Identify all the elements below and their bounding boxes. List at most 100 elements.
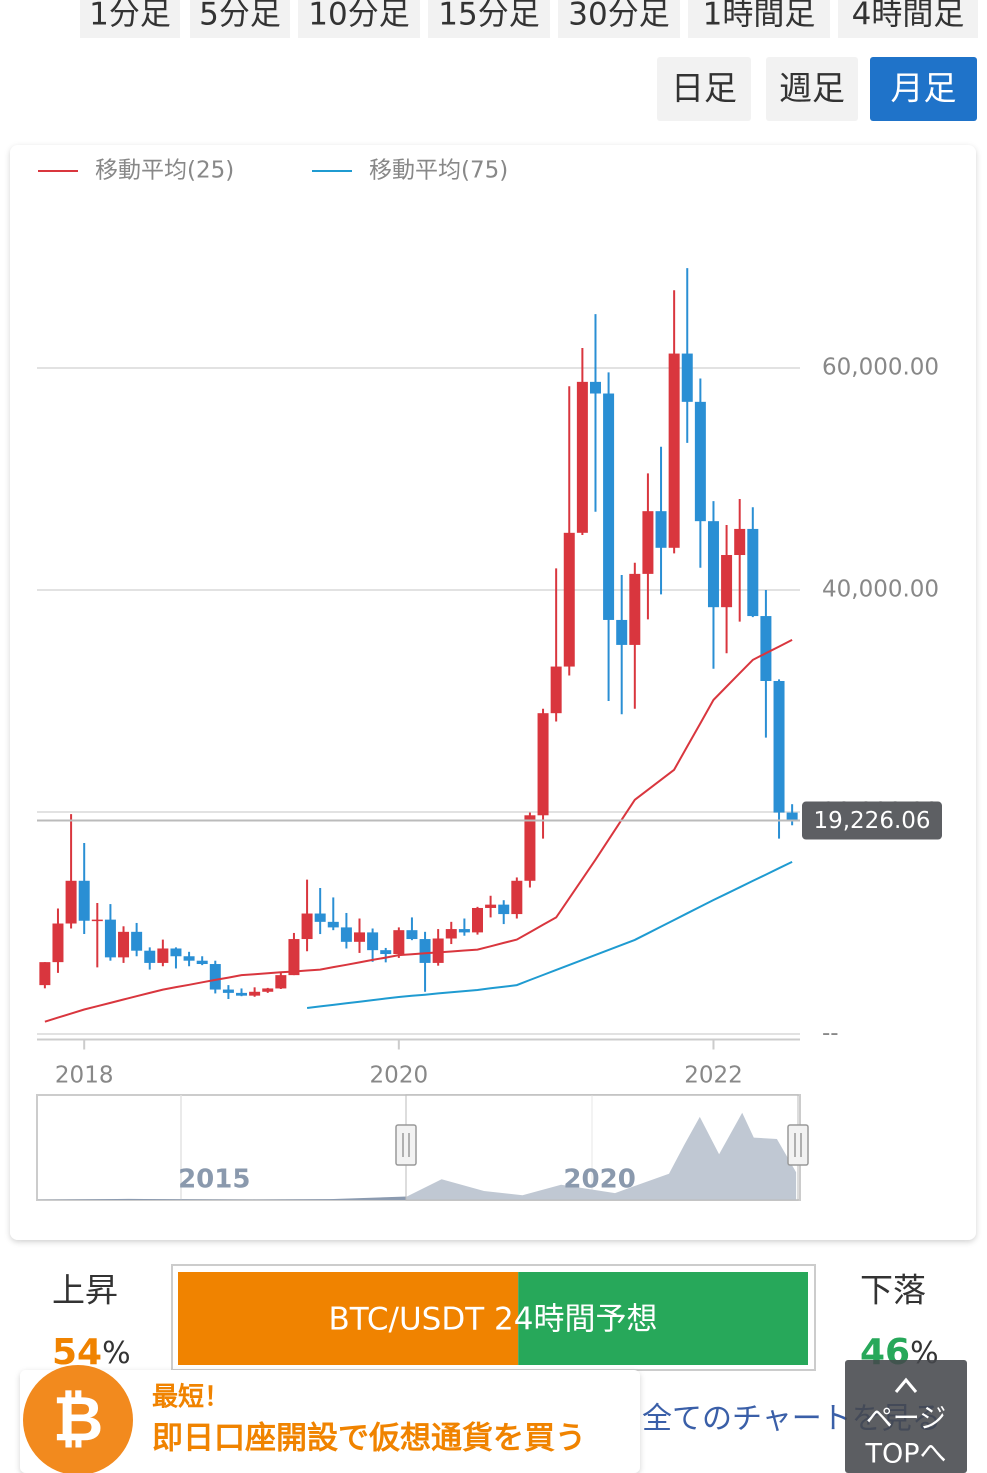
price-label: 19,226.06 — [813, 808, 930, 834]
candle-body — [52, 923, 64, 963]
x-tick-label: 2022 — [684, 1063, 743, 1089]
timeframe-label[interactable]: 15分足 — [438, 0, 539, 33]
candle-body — [629, 573, 641, 645]
timeframe-button[interactable] — [190, 0, 290, 38]
candle-body — [393, 930, 405, 955]
candle-body — [419, 939, 431, 963]
candle-body — [471, 907, 483, 933]
candle-body — [458, 929, 470, 933]
timeframe-button[interactable] — [688, 0, 830, 38]
candle-body — [170, 948, 182, 957]
candle-body — [511, 880, 523, 915]
candle-body — [694, 401, 706, 522]
candle-body — [721, 555, 733, 608]
timeframe-button[interactable] — [558, 0, 680, 38]
navigator-selection — [405, 1094, 799, 1201]
candle-body — [288, 939, 300, 976]
legend-label: 移動平均(25) — [95, 158, 234, 184]
timeframe-button[interactable] — [657, 57, 751, 121]
candle-body — [196, 960, 208, 965]
timeframe-label[interactable]: 週足 — [779, 69, 845, 108]
navigator-tick-label: 2015 — [178, 1165, 250, 1195]
candle-body — [380, 950, 392, 955]
y-tick-label: 60,000.00 — [822, 354, 939, 380]
candle-body — [576, 381, 588, 533]
candle-body — [301, 913, 313, 940]
candle-body — [249, 991, 261, 996]
timeframe-label[interactable]: 月足 — [891, 69, 957, 108]
candle-body — [354, 932, 366, 942]
timeframe-button[interactable] — [298, 0, 420, 38]
candle-body — [157, 948, 169, 963]
candle-body — [498, 904, 510, 915]
candle-body — [275, 975, 287, 989]
down-bar — [518, 1272, 808, 1365]
timeframe-button[interactable] — [428, 0, 550, 38]
navigator-handle[interactable] — [395, 1124, 417, 1166]
page-top-button[interactable] — [845, 1360, 967, 1473]
candle-body — [616, 619, 628, 645]
candle-body — [655, 511, 667, 548]
candle-body — [78, 880, 90, 921]
timeframe-label[interactable]: 1時間足 — [703, 0, 816, 33]
candle-body — [209, 964, 221, 990]
moving-average-line — [306, 860, 793, 1009]
timeframe-button[interactable] — [838, 0, 978, 38]
candle-body — [760, 616, 772, 681]
candle-body — [183, 956, 195, 961]
timeframe-label[interactable]: 日足 — [671, 69, 737, 108]
candle-body — [432, 938, 444, 963]
timeframe-label[interactable]: 10分足 — [308, 0, 409, 33]
caret-up — [894, 1377, 918, 1393]
bitcoin-symbol: ₿ — [53, 1382, 104, 1455]
timeframe-label[interactable]: 5分足 — [199, 0, 281, 33]
candle-body — [524, 815, 536, 881]
banner-tagline: 最短！ — [152, 1383, 230, 1413]
candle-body — [144, 950, 156, 963]
price-badge — [802, 801, 942, 840]
x-tick-label: 2020 — [370, 1063, 429, 1089]
candle-body — [707, 521, 719, 608]
candle-body — [734, 528, 746, 556]
candle-body — [314, 913, 326, 922]
candle-body — [550, 666, 562, 714]
candle-body — [104, 919, 116, 958]
timeframe-label[interactable]: 30分足 — [568, 0, 669, 33]
y-tick-label: -- — [822, 1020, 839, 1046]
candle-body — [39, 962, 51, 986]
candle-body — [222, 989, 234, 993]
candle-body — [668, 353, 680, 548]
candle-body — [773, 680, 785, 813]
candle-body — [406, 930, 418, 940]
candle-body — [589, 381, 601, 394]
unit: % — [102, 1336, 131, 1371]
up-bar — [178, 1272, 519, 1365]
candle-body — [603, 393, 615, 620]
navigator-handle[interactable] — [787, 1124, 809, 1166]
timeframe-label[interactable]: 1分足 — [89, 0, 171, 33]
candle-body — [445, 929, 457, 939]
candle-body — [681, 353, 693, 402]
legend-label: 移動平均(75) — [369, 158, 508, 184]
candle-body — [537, 713, 549, 816]
navigator-tick-label: 2020 — [563, 1165, 635, 1195]
banner-headline: 即日口座開設で仮想通貨を買う — [152, 1421, 586, 1457]
candle-body — [65, 880, 77, 924]
timeframe-button[interactable] — [80, 0, 180, 38]
page-top-label: TOPへ — [864, 1439, 946, 1470]
candle-body — [786, 812, 798, 821]
prediction-title: BTC/USDT 24時間予想 — [329, 1302, 658, 1338]
banner[interactable] — [20, 1370, 640, 1473]
up-label: 上昇 — [52, 1271, 118, 1310]
bitcoin-logo — [23, 1365, 133, 1473]
candle-body — [327, 921, 339, 928]
timeframe-button[interactable] — [870, 57, 977, 121]
down-label: 下落 — [860, 1271, 926, 1310]
chart-card — [10, 145, 976, 1240]
candle-body — [262, 988, 274, 992]
candle-body — [747, 528, 759, 617]
timeframe-button[interactable] — [766, 57, 858, 121]
timeframe-label[interactable]: 4時間足 — [852, 0, 965, 33]
candle-body — [367, 932, 379, 951]
